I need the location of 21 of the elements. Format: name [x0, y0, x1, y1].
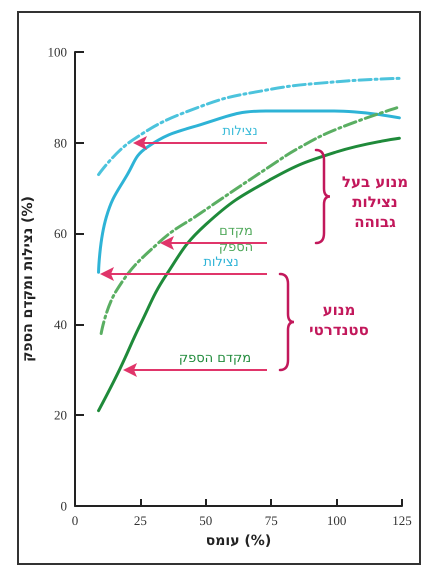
annotation: נצילות: [202, 255, 240, 271]
y-axis-title: נצילות ומקדם הספק (%): [20, 196, 36, 362]
x-tick-label: 50: [199, 513, 212, 528]
x-tick-label: 0: [72, 513, 78, 528]
x-tick-label: 125: [392, 513, 412, 528]
x-tick-label: 75: [264, 513, 278, 528]
annotation: נצילות: [221, 124, 259, 140]
y-tick-label: 40: [54, 316, 67, 332]
y-tick-label: 60: [54, 226, 67, 242]
line-series: [97, 76, 401, 176]
y-tick-label: 80: [54, 135, 67, 150]
y-tick-label: 0: [60, 498, 67, 514]
x-tick-label: 25: [134, 513, 147, 528]
y-tick-label: 20: [54, 408, 67, 423]
annotation: מנוע בעל נצילות גבוהה: [340, 172, 410, 232]
x-tick-label: 100: [326, 513, 346, 528]
annotation: מקדם הספק: [178, 351, 252, 367]
x-axis-title: עומס (%): [206, 533, 272, 549]
annotation: מנוע סטנדרטי: [308, 300, 370, 340]
annotation: מקדם הספק: [218, 224, 254, 256]
y-tick-label: 100: [48, 44, 67, 60]
